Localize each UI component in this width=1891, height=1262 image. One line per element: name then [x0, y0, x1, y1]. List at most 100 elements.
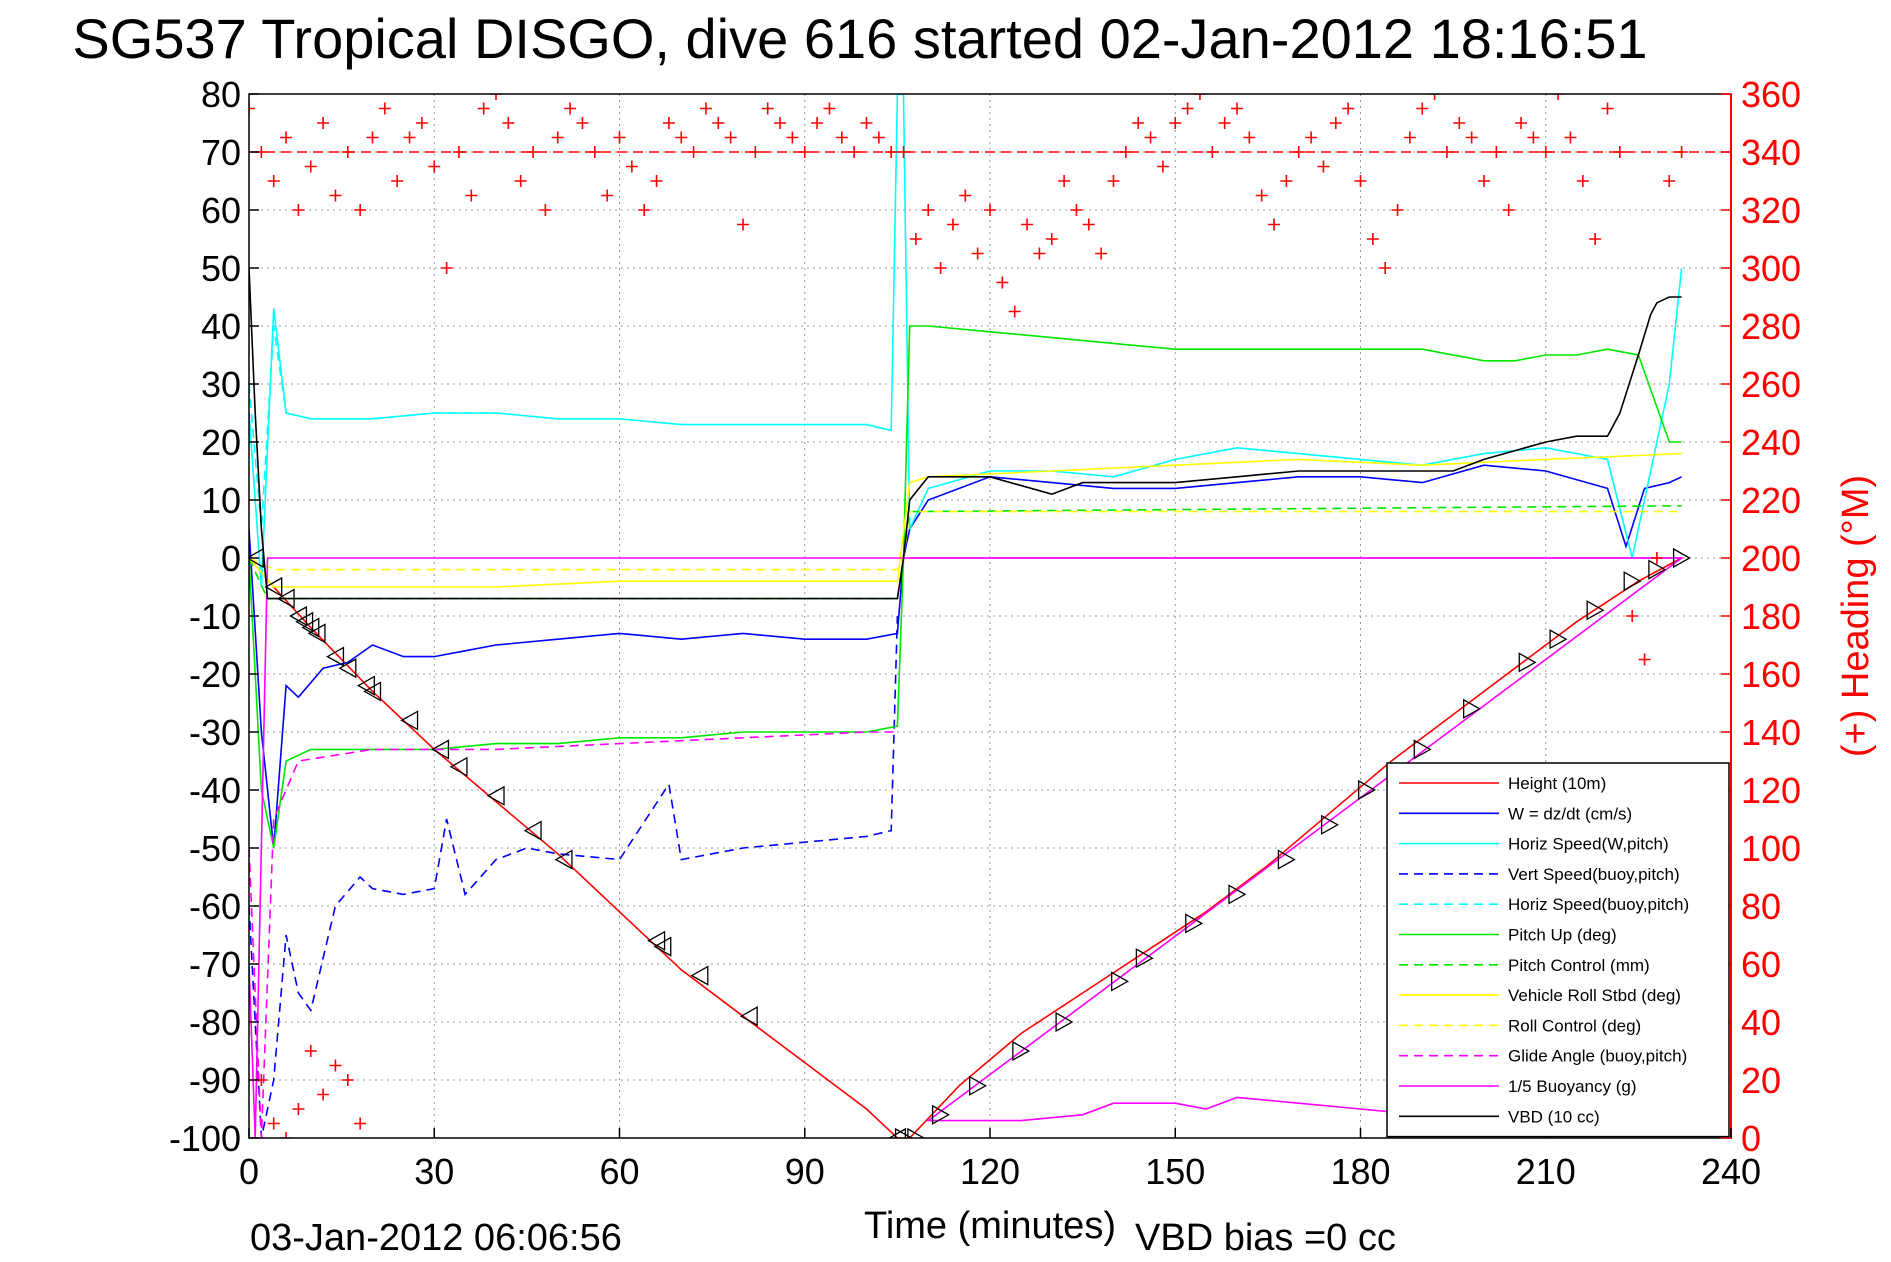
heading-point [502, 117, 515, 129]
series-line-horiz-speed-buoy-pitch [249, 325, 496, 530]
series-line-roll-control-deg [249, 510, 1682, 571]
heading-point [1021, 218, 1034, 231]
y2-tick-label: 120 [1741, 770, 1801, 811]
heading-point [1416, 102, 1429, 115]
heading-point [1280, 175, 1293, 187]
heading-point [971, 247, 984, 260]
legend-entry-label: VBD (10 cc) [1508, 1107, 1600, 1126]
y2-tick-label: 260 [1741, 364, 1801, 405]
heading-point [1366, 233, 1379, 245]
series-line-vehicle-roll-stbd-deg [249, 452, 1682, 588]
end-timestamp: 03-Jan-2012 06:06:56 [250, 1217, 622, 1259]
heading-point [1082, 218, 1095, 231]
heading-point [1626, 610, 1639, 622]
heading-point [267, 1117, 280, 1130]
heading-point [1181, 102, 1194, 115]
heading-point [699, 102, 712, 115]
heading-point [650, 175, 663, 187]
heading-point [1342, 102, 1355, 115]
series-line-1-5-buoyancy-g [249, 557, 1685, 1138]
triangle-marker [1111, 971, 1130, 992]
heading-point [1305, 131, 1318, 144]
heading-point [1033, 247, 1046, 260]
triangle-marker [1672, 547, 1691, 569]
triangle-marker [1549, 629, 1568, 650]
heading-point [440, 262, 453, 274]
x-tick-label: 240 [1701, 1151, 1761, 1192]
y2-tick-label: 100 [1741, 828, 1801, 869]
heading-point [737, 218, 749, 231]
heading-point [823, 102, 836, 115]
series-line-vert-speed-buoy-pitch [249, 615, 899, 1138]
heading-point [1132, 117, 1145, 129]
heading-point [1552, 94, 1565, 100]
y2-tick-label: 360 [1741, 74, 1801, 115]
heading-point [1638, 653, 1651, 666]
heading-point [959, 189, 972, 202]
triangle-marker [1413, 739, 1432, 760]
legend: Height (10m) W = dz/dt (cm/s) Horiz Speed(… [1386, 762, 1730, 1138]
y-tick-label: -30 [189, 712, 241, 753]
heading-point [1268, 218, 1281, 231]
triangle-marker [1648, 559, 1667, 580]
heading-point [1576, 175, 1589, 187]
heading-point [1156, 160, 1169, 173]
heading-point [1058, 175, 1071, 187]
triangle-marker [1518, 652, 1537, 673]
heading-point [1539, 146, 1552, 158]
y2-tick-label: 180 [1741, 596, 1801, 637]
heading-point [601, 189, 614, 202]
heading-point [1490, 146, 1503, 158]
y2-tick-label: 240 [1741, 422, 1801, 463]
heading-point [946, 218, 959, 231]
heading-point [1391, 204, 1404, 216]
y2-tick-label: 300 [1741, 248, 1801, 289]
x-tick-label: 180 [1330, 1151, 1390, 1192]
heading-point [378, 102, 391, 115]
triangle-marker [739, 1006, 758, 1027]
heading-point [564, 102, 577, 115]
legend-entry-label: W = dz/dt (cm/s) [1508, 804, 1632, 823]
axis-ticks: 0 30 60 90 120 150 180 210 24080706050403020100-… [169, 74, 1801, 1192]
heading-point [1601, 102, 1614, 115]
heading-point [304, 160, 317, 173]
vbd-bias-label: VBD bias =0 cc [1135, 1217, 1396, 1259]
x-tick-label: 30 [414, 1151, 454, 1192]
legend-entry-label: Vehicle Roll Stbd (deg) [1508, 986, 1681, 1005]
y-tick-label: 80 [201, 74, 241, 115]
heading-point [885, 146, 898, 158]
triangle-marker [1277, 849, 1296, 870]
triangle-marker [249, 547, 264, 569]
heading-point [1107, 175, 1120, 187]
heading-point [341, 146, 354, 158]
triangle-marker [1358, 779, 1377, 801]
heading-point [1292, 146, 1305, 158]
heading-point [527, 146, 540, 158]
heading-point [539, 204, 552, 216]
heading-point [662, 117, 675, 129]
heading-point [1218, 117, 1231, 129]
triangle-marker [363, 681, 382, 702]
legend-entry-label: Glide Angle (buoy,pitch) [1508, 1047, 1687, 1066]
x-tick-label: 210 [1516, 1151, 1576, 1192]
heading-point [1243, 131, 1256, 144]
heading-point [984, 204, 996, 216]
legend-entry-label: Height (10m) [1508, 774, 1606, 793]
heading-point [897, 146, 910, 158]
triangle-marker [1228, 884, 1247, 905]
triangle-marker [690, 965, 709, 986]
heading-point [267, 175, 280, 187]
heading-point [1675, 146, 1688, 158]
heading-point [1070, 204, 1083, 216]
heading-point [848, 146, 861, 158]
triangle-marker [1320, 814, 1339, 835]
y-tick-label: -100 [169, 1118, 241, 1159]
triangle-marker [894, 1127, 913, 1138]
x-tick-label: 60 [599, 1151, 639, 1192]
heading-point [341, 1074, 354, 1086]
triangle-marker [276, 588, 295, 609]
triangle-marker [449, 756, 468, 777]
triangle-marker [264, 576, 283, 598]
y-tick-label: -60 [189, 886, 241, 927]
